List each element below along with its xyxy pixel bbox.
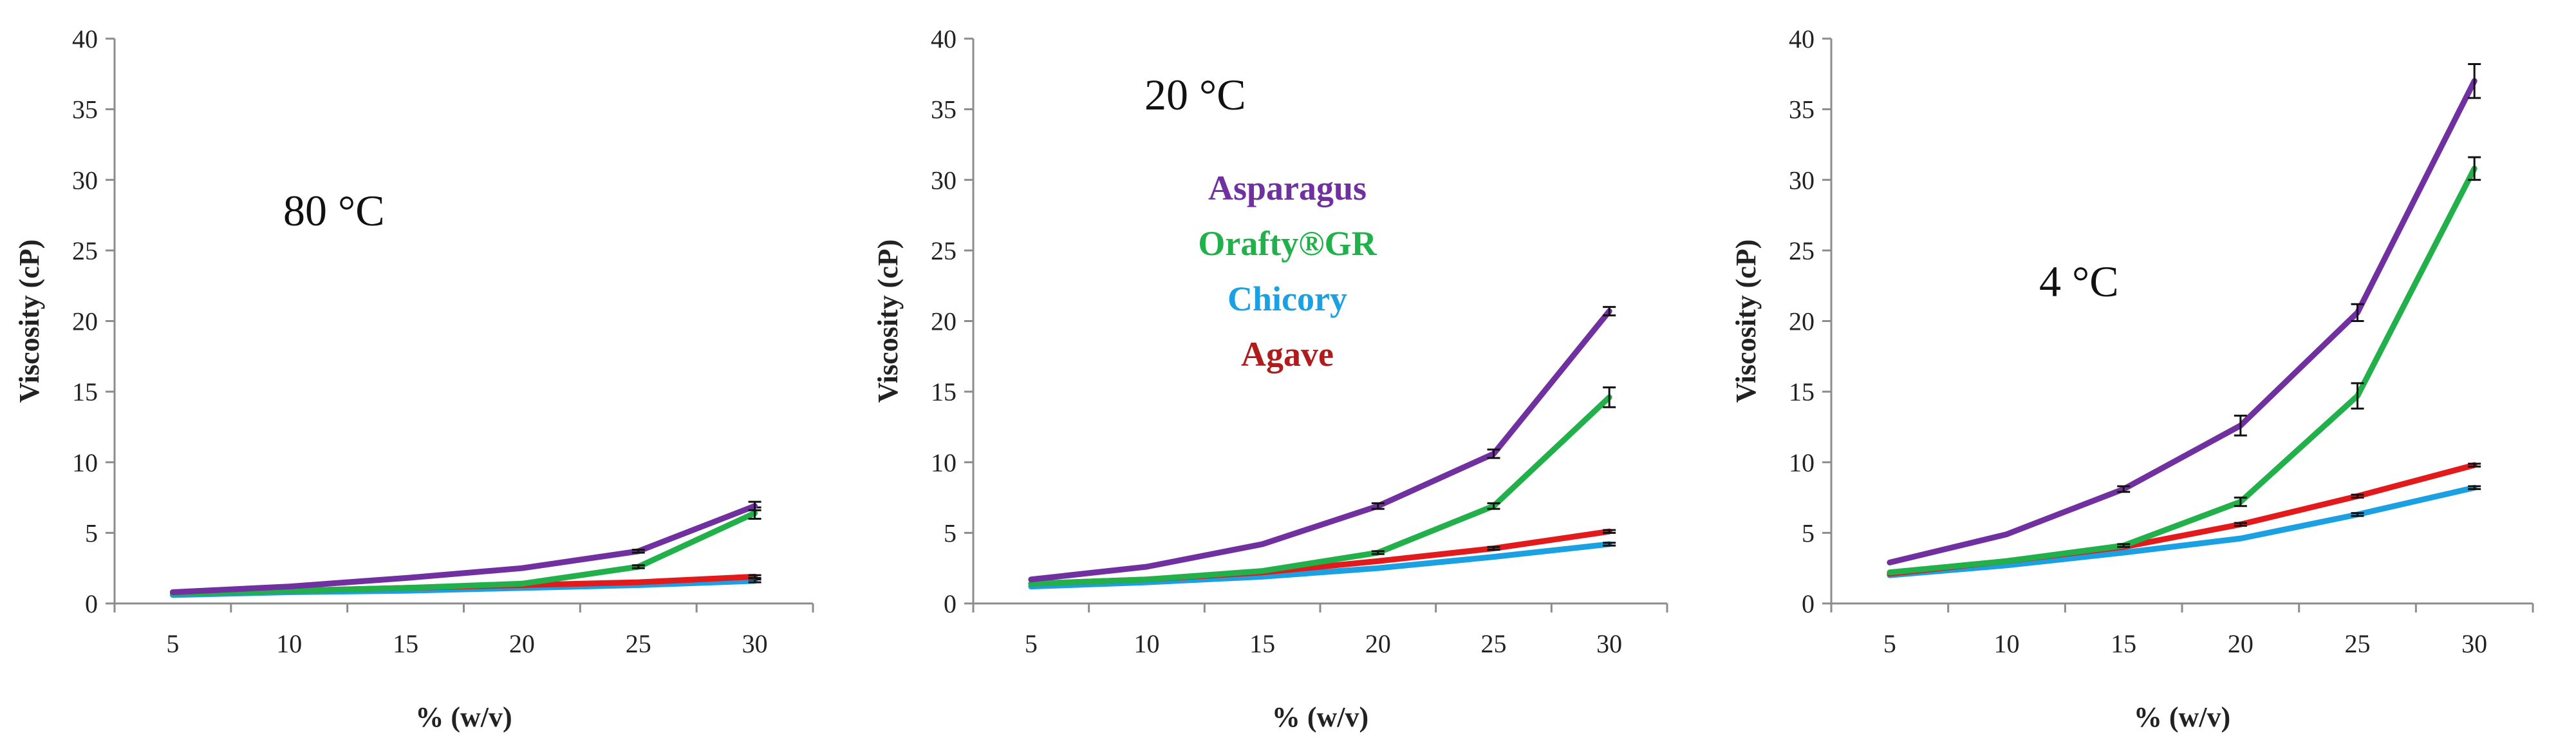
error-bar-orafty <box>2117 543 2131 548</box>
x-tick-label: 10 <box>1994 629 2020 658</box>
y-tick-label: 20 <box>1789 307 1815 336</box>
x-tick-label: 15 <box>2111 629 2136 658</box>
x-tick-label: 25 <box>626 629 651 658</box>
x-tick-label: 30 <box>1596 629 1622 658</box>
y-axis-title: Viscosity (cP) <box>14 240 45 403</box>
legend-entry: Asparagus <box>1208 169 1367 207</box>
x-tick-label: 10 <box>1134 629 1160 658</box>
y-tick-label: 5 <box>1802 518 1815 547</box>
x-tick-label: 10 <box>276 629 302 658</box>
y-tick-label: 25 <box>72 236 98 265</box>
panel-temperature-label: 4 °C <box>2039 257 2119 306</box>
y-tick-label: 15 <box>72 377 98 406</box>
error-bar-agave <box>2468 462 2481 468</box>
error-bar-asparagus <box>2234 414 2247 437</box>
x-tick-label: 30 <box>742 629 768 658</box>
y-tick-label: 35 <box>931 95 957 124</box>
series-line-asparagus <box>1887 78 2478 565</box>
y-tick-label: 10 <box>1789 448 1815 477</box>
x-tick-label: 25 <box>2345 629 2371 658</box>
x-tick-label: 25 <box>1481 629 1507 658</box>
chart-panel-1: 0 5 10 15 20 25 30 35 40 5 10 15 20 25 30 % (w/v) Viscos… <box>14 24 814 733</box>
x-axis-title: % (w/v) <box>1272 701 1368 733</box>
y-tick-label: 35 <box>72 95 98 124</box>
legend-entry: Chicory <box>1227 280 1347 318</box>
y-tick-label: 25 <box>1789 236 1815 265</box>
y-tick-label: 30 <box>72 166 98 194</box>
error-bar-agave <box>2351 493 2364 499</box>
y-tick-label: 15 <box>931 377 957 406</box>
series-line-orafty <box>169 510 758 597</box>
error-bar-asparagus <box>1603 306 1616 317</box>
legend: Asparagus Orafty®GR Chicory Agave <box>1198 169 1377 374</box>
error-bar-agave <box>748 574 761 580</box>
series-line-agave <box>1887 462 2478 577</box>
error-bar-agave <box>1487 546 1500 551</box>
y-tick-label: 0 <box>1802 589 1815 618</box>
y-tick-label: 35 <box>1789 95 1815 124</box>
x-axis-title: % (w/v) <box>415 701 512 733</box>
error-bar-agave <box>1603 529 1616 534</box>
series-line-orafty <box>1887 166 2478 576</box>
y-tick-label: 0 <box>944 589 957 618</box>
error-bar-orafty <box>2234 497 2247 508</box>
chart-panel-2: 0 5 10 15 20 25 30 35 40 5 10 15 20 25 30 % (w/v) Viscos… <box>872 24 1668 733</box>
error-bar-chicory <box>2468 485 2481 490</box>
y-tick-label: 5 <box>85 518 98 547</box>
error-bar-chicory <box>1603 542 1616 547</box>
x-tick-label: 5 <box>166 629 179 658</box>
x-tick-label: 15 <box>393 629 418 658</box>
x-tick-label: 5 <box>1025 629 1038 658</box>
x-tick-label: 5 <box>1883 629 1896 658</box>
y-tick-label: 30 <box>931 166 957 194</box>
error-bar-orafty <box>2351 382 2364 410</box>
error-bar-asparagus <box>1371 502 1385 510</box>
x-tick-label: 20 <box>2228 629 2254 658</box>
y-tick-label: 10 <box>931 448 957 477</box>
y-tick-label: 20 <box>72 307 98 336</box>
series-line-asparagus <box>169 503 758 595</box>
error-bar-asparagus <box>2117 485 2131 493</box>
y-tick-label: 20 <box>931 307 957 336</box>
error-bar-chicory <box>2351 512 2364 517</box>
error-bar-agave <box>2234 522 2247 527</box>
y-tick-label: 5 <box>944 518 957 547</box>
x-tick-label: 20 <box>509 629 535 658</box>
legend-entry: Agave <box>1241 335 1334 374</box>
y-tick-label: 30 <box>1789 166 1815 194</box>
error-bar-asparagus <box>631 549 645 554</box>
y-tick-label: 10 <box>72 448 98 477</box>
chart-panel-3: 0 5 10 15 20 25 30 35 40 5 10 15 20 25 30 % (w/v) Viscos… <box>1730 24 2534 733</box>
panel-temperature-label: 20 °C <box>1144 70 1246 119</box>
error-bar-asparagus <box>2351 303 2364 322</box>
x-axis-title: % (w/v) <box>2134 701 2230 733</box>
error-bar-asparagus <box>2468 62 2481 99</box>
y-tick-label: 40 <box>931 24 957 53</box>
y-tick-label: 25 <box>931 236 957 265</box>
error-bar-orafty <box>1371 550 1385 555</box>
y-axis-title: Viscosity (cP) <box>872 240 904 403</box>
series-line-asparagus <box>1028 308 1612 583</box>
x-tick-label: 15 <box>1249 629 1275 658</box>
error-bar-asparagus <box>1487 448 1500 459</box>
legend-entry: Orafty®GR <box>1198 224 1377 263</box>
error-bar-orafty <box>631 564 645 569</box>
error-bar-orafty <box>1487 502 1500 510</box>
x-tick-label: 30 <box>2461 629 2487 658</box>
series-line-orafty <box>1028 394 1612 587</box>
y-tick-label: 40 <box>72 24 98 53</box>
error-bar-orafty <box>1603 386 1616 408</box>
series-line-agave <box>1028 528 1612 587</box>
error-bar-asparagus <box>748 500 761 511</box>
error-bar-orafty <box>2468 156 2481 181</box>
panel-temperature-label: 80 °C <box>283 186 385 235</box>
y-tick-label: 40 <box>1789 24 1815 53</box>
y-tick-label: 0 <box>85 589 98 618</box>
y-tick-label: 15 <box>1789 377 1815 406</box>
series-line-chicory <box>1887 484 2478 578</box>
x-tick-label: 20 <box>1365 629 1391 658</box>
y-axis-title: Viscosity (cP) <box>1730 240 1762 403</box>
